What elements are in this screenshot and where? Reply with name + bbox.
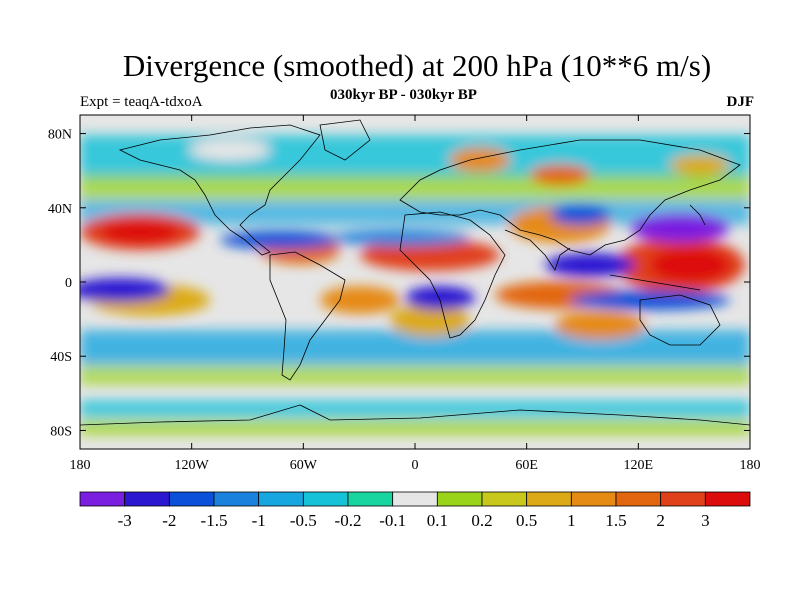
colorbar-swatch <box>660 491 706 507</box>
colorbar-swatch <box>168 491 215 507</box>
colorbar-swatch <box>704 491 751 507</box>
colorbar-label: -1.5 <box>201 511 228 530</box>
y-tick-label: 40N <box>48 202 72 217</box>
colorbar-swatch <box>615 491 662 507</box>
colorbar-swatch <box>570 491 617 507</box>
colorbar-swatch <box>124 491 170 507</box>
experiment-label: Expt = teaqA-tdxoA <box>80 94 203 110</box>
x-tick-label: 60E <box>515 458 538 473</box>
colorbar-label: 0.1 <box>427 511 448 530</box>
colorbar-swatch <box>347 491 394 507</box>
colorbar-swatch <box>79 491 126 507</box>
colorbar-swatch <box>302 491 349 507</box>
colorbar-swatch <box>481 491 528 507</box>
x-tick-label: 120W <box>175 458 210 473</box>
colorbar-swatch <box>526 491 572 507</box>
colorbar-label: 0.5 <box>516 511 537 530</box>
x-tick-label: 180 <box>70 458 91 473</box>
x-tick-label: 180 <box>740 458 761 473</box>
coastlines <box>80 119 750 426</box>
colorbar-label: 3 <box>701 511 710 530</box>
colorbar-label: -0.2 <box>335 511 362 530</box>
colorbar-label: 0.2 <box>471 511 492 530</box>
colorbar-label: -0.1 <box>379 511 406 530</box>
colorbar-label: 2 <box>656 511 665 530</box>
map-title: Divergence (smoothed) at 200 hPa (10**6 … <box>122 48 712 83</box>
y-tick-label: 0 <box>65 276 72 291</box>
y-tick-label: 80N <box>48 128 72 143</box>
colorbar-swatch <box>258 491 304 507</box>
x-tick-label: 60W <box>290 458 318 473</box>
colorbar-label: -0.5 <box>290 511 317 530</box>
colorbar: -3 -2 -1.5 -1 -0.5 -0.2 -0.1 0.1 0.2 0.5 1 1.5 2 3 <box>79 491 751 530</box>
axis-group: 180 120W 60W 0 60E 120E 180 80N 40N 0 40S 80S <box>48 115 761 473</box>
x-tick-label: 120E <box>624 458 654 473</box>
colorbar-label: -1 <box>252 511 266 530</box>
x-tick-label: 0 <box>412 458 419 473</box>
y-tick-label: 80S <box>50 424 72 439</box>
divergence-field <box>80 115 750 449</box>
colorbar-label: 1 <box>567 511 576 530</box>
colorbar-swatch <box>392 491 438 507</box>
colorbar-swatch <box>213 491 260 507</box>
colorbar-label: -2 <box>162 511 176 530</box>
colorbar-label: 1.5 <box>605 511 626 530</box>
colorbar-swatch <box>436 491 483 507</box>
season-label: DJF <box>726 94 755 110</box>
colorbar-label: -3 <box>118 511 132 530</box>
period-label: 030kyr BP - 030kyr BP <box>330 87 477 103</box>
y-tick-label: 40S <box>50 350 72 365</box>
